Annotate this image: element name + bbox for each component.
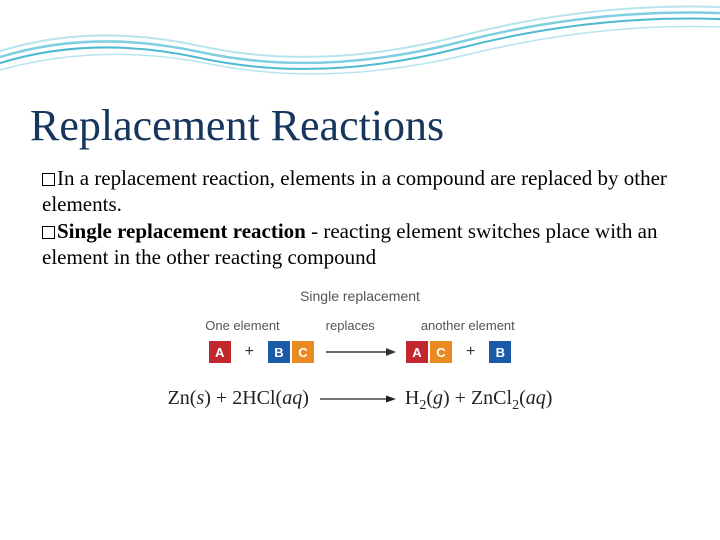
eq-lhs: Zn(s) + 2HCl(aq) [168,387,309,409]
eq-rhs: H2(g) + ZnCl2(aq) [405,387,553,409]
diagram-labels: One element replaces another element [30,318,690,333]
bullet-2: Single replacement reaction - reacting e… [42,218,690,271]
element-box-B: B [268,341,290,363]
body-text: In a replacement reaction, elements in a… [30,165,690,270]
diagram-title: Single replacement [30,288,690,304]
slide-title: Replacement Reactions [30,100,690,151]
element-box-C2: C [430,341,452,363]
bullet-square-icon [42,173,55,186]
compound-AC: A C [406,341,452,363]
element-box-B2: B [489,341,511,363]
reaction-row: A + B C A C + B [30,341,690,363]
element-box-C: C [292,341,314,363]
arrow-icon [318,393,396,405]
diagram-area: Single replacement One element replaces … [30,288,690,414]
label-replaces: replaces [326,318,375,333]
bullet-square-icon [42,226,55,239]
plus-icon: + [462,343,479,361]
bullet-1: In a replacement reaction, elements in a… [42,165,690,218]
element-box-A: A [209,341,231,363]
plus-icon: + [241,343,258,361]
bullet-2-bold: Single replacement reaction [57,219,306,243]
label-another-element: another element [421,318,515,333]
slide-content: Replacement Reactions In a replacement r… [0,0,720,434]
arrow-icon [324,345,396,359]
bullet-1-text: In a replacement reaction, elements in a… [42,166,667,216]
chemical-equation: Zn(s) + 2HCl(aq) H2(g) + ZnCl2(aq) [30,387,690,414]
element-box-A2: A [406,341,428,363]
label-one-element: One element [205,318,279,333]
compound-BC: B C [268,341,314,363]
